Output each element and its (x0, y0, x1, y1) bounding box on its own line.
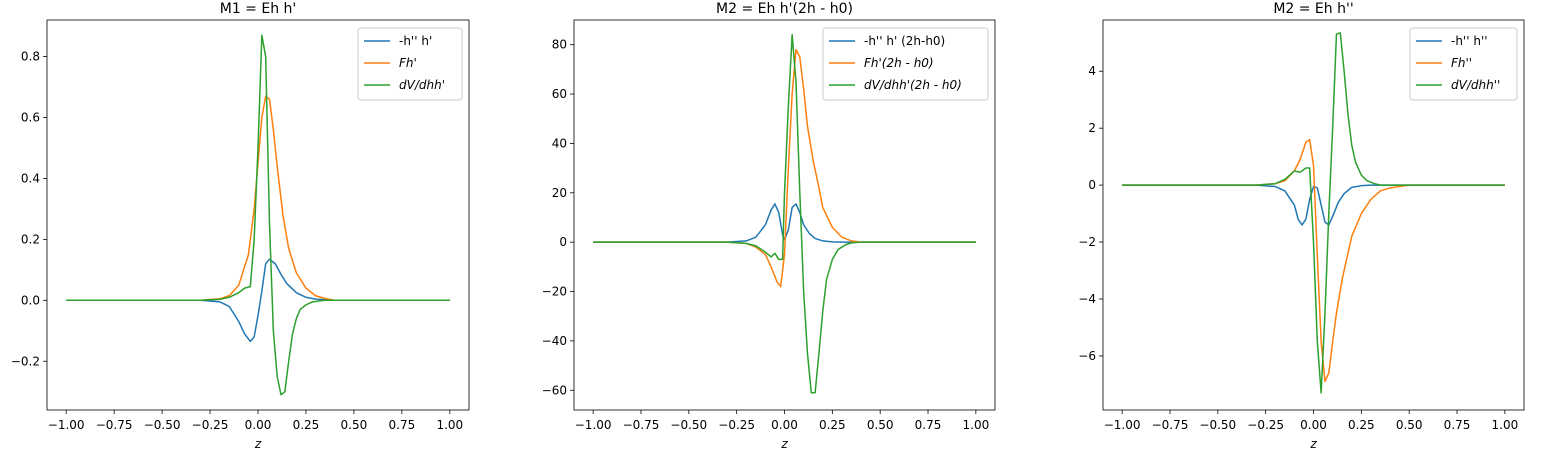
x-tick-label: 0.50 (867, 418, 894, 432)
y-tick-label: −0.2 (11, 354, 40, 368)
x-tick-label: 0.25 (293, 418, 320, 432)
chart-1: −1.00 −0.75 −0.50 −0.25 0.00 0.25 0.50 0.75 1.00… (11, 1, 470, 450)
series-line-2 (593, 48, 976, 288)
x-tick-label: −1.00 (1104, 418, 1141, 432)
y-tick-label: 0.8 (21, 50, 40, 64)
y-tick-label: 0.6 (21, 111, 40, 125)
x-tick-label: 0.50 (1396, 418, 1423, 432)
y-tick-label: −2 (1078, 235, 1096, 249)
y-tick-label: 40 (552, 136, 567, 150)
chart-title: M2 = Eh h'(2h - h0) (716, 1, 853, 17)
x-tick-label: −1.00 (575, 418, 612, 432)
y-tick-label: 4 (1088, 64, 1096, 78)
chart-3: −1.00 −0.75 −0.50 −0.25 0.00 0.25 0.50 0.75 1.00… (1078, 1, 1525, 450)
y-tick-label: 2 (1088, 121, 1096, 135)
x-tick-label: −0.75 (623, 418, 660, 432)
series-line-3 (593, 34, 976, 394)
legend: -h'' h'' Fh'' dV/dhh'' (1409, 27, 1518, 101)
x-tick-label: 0.75 (389, 418, 416, 432)
x-tick-label: 1.00 (1492, 418, 1519, 432)
x-tick-label: 0.75 (915, 418, 942, 432)
legend-box (822, 27, 989, 101)
x-axis-label: z (1309, 437, 1317, 450)
legend-label: dV/dhh'' (1451, 78, 1500, 92)
x-tick-label: 0.25 (819, 418, 846, 432)
series-line-2 (66, 95, 450, 302)
legend-label: Fh'' (1451, 56, 1472, 70)
x-tick-label: 0.25 (1348, 418, 1375, 432)
y-tick-label: −4 (1078, 292, 1096, 306)
y-tick-label: 0 (1088, 178, 1096, 192)
x-tick-label: 1.00 (963, 418, 990, 432)
series-line-1 (593, 203, 976, 243)
y-tick-label: 80 (552, 38, 567, 52)
series-line-3 (1122, 32, 1505, 394)
y-tick-label: 0.2 (21, 232, 40, 246)
legend-label: dV/dhh'(2h - h0) (864, 78, 962, 92)
legend-box (1409, 27, 1518, 101)
legend-label: -h'' h' (399, 34, 432, 48)
series-line-1 (1122, 184, 1505, 226)
legend-label: dV/dhh' (399, 78, 445, 92)
legend-label: -h'' h' (2h-h0) (864, 34, 945, 48)
x-tick-label: −0.25 (1247, 418, 1284, 432)
legend: -h'' h' Fh' dV/dhh' (357, 27, 463, 101)
chart-2: −1.00 −0.75 −0.50 −0.25 0.00 0.25 0.50 0.75 1.00… (542, 1, 996, 450)
y-tick-label: 0 (559, 235, 567, 249)
legend-label: Fh' (399, 56, 417, 70)
x-tick-label: 0.75 (1444, 418, 1471, 432)
x-axis-label: z (780, 437, 788, 450)
y-tick-label: 0.0 (21, 293, 40, 307)
x-axis-label: z (254, 437, 262, 450)
chart-title: M1 = Eh h' (220, 1, 297, 17)
x-tick-label: −0.25 (192, 418, 229, 432)
y-tick-label: −60 (542, 383, 567, 397)
x-tick-label: −0.50 (670, 418, 707, 432)
y-tick-label: 60 (552, 87, 567, 101)
y-tick-label: −40 (542, 334, 567, 348)
x-tick-label: 1.00 (436, 418, 463, 432)
legend-label: Fh'(2h - h0) (864, 56, 934, 70)
chart-title: M2 = Eh h'' (1273, 1, 1353, 17)
x-tick-label: 0.50 (341, 418, 368, 432)
legend-label: -h'' h'' (1451, 34, 1488, 48)
legend: -h'' h' (2h-h0) Fh'(2h - h0) dV/dhh'(2h - … (822, 27, 989, 101)
series-line-1 (66, 258, 450, 343)
series-line-3 (66, 34, 450, 396)
y-tick-label: 0.4 (21, 171, 40, 185)
x-tick-label: −0.50 (1199, 418, 1236, 432)
legend-box (357, 27, 463, 101)
x-tick-label: −1.00 (48, 418, 85, 432)
x-tick-label: 0.00 (771, 418, 798, 432)
x-tick-label: −0.25 (718, 418, 755, 432)
x-tick-label: −0.75 (1152, 418, 1189, 432)
x-tick-label: −0.50 (144, 418, 181, 432)
y-tick-label: −20 (542, 285, 567, 299)
y-tick-label: −6 (1078, 349, 1096, 363)
y-tick-label: 20 (552, 186, 567, 200)
x-tick-label: 0.00 (245, 418, 272, 432)
x-tick-label: −0.75 (96, 418, 133, 432)
x-tick-label: 0.00 (1300, 418, 1327, 432)
